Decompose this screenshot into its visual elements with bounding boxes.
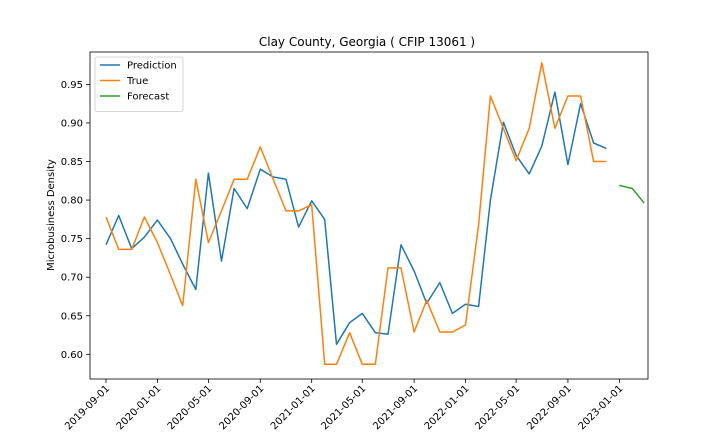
y-tick-label: 0.60 (61, 350, 83, 361)
legend-label-prediction: Prediction (127, 61, 177, 72)
y-tick-label: 0.75 (61, 234, 83, 245)
x-tick-label: 2019-09-01 (63, 383, 112, 432)
legend-label-true: True (126, 76, 148, 87)
x-tick-label: 2021-01-01 (269, 383, 318, 432)
y-tick-label: 0.90 (61, 118, 83, 129)
series-line-forecast (619, 184, 645, 204)
x-tick-label: 2020-09-01 (218, 383, 267, 432)
series-line-prediction (105, 91, 607, 346)
y-tick-label: 0.80 (61, 196, 83, 207)
y-tick-label: 0.65 (61, 311, 83, 322)
x-tick-label: 2021-05-01 (319, 383, 368, 432)
x-tick-label: 2023-01-01 (577, 383, 626, 432)
y-tick-label: 0.95 (61, 80, 83, 91)
y-tick-label: 0.85 (61, 157, 83, 168)
y-tick-label: 0.70 (61, 273, 83, 284)
legend: Prediction True Forecast (94, 56, 184, 112)
chart-title: Clay County, Georgia ( CFIP 13061 ) (259, 35, 475, 49)
x-tick-label: 2020-01-01 (115, 383, 164, 432)
x-tick-label: 2022-05-01 (473, 383, 522, 432)
x-tick-label: 2021-09-01 (371, 383, 420, 432)
legend-box (94, 56, 184, 112)
plot-area (105, 62, 645, 366)
series-line-true (105, 62, 607, 366)
x-tick-label: 2022-01-01 (423, 383, 472, 432)
legend-label-forecast: Forecast (127, 92, 169, 103)
y-axis-label: Microbusiness Density (46, 159, 57, 271)
plot-frame (89, 51, 649, 380)
x-tick-label: 2022-09-01 (525, 383, 574, 432)
x-tick-label: 2020-05-01 (166, 383, 215, 432)
